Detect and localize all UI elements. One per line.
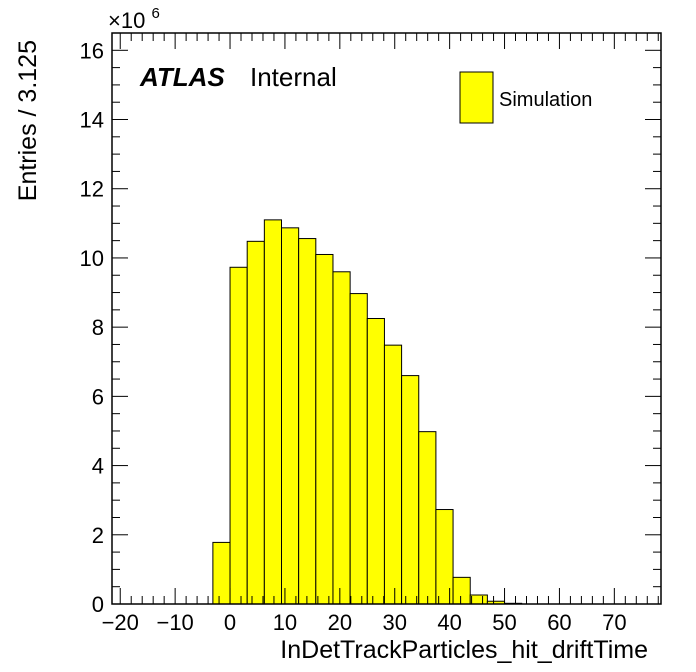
histogram-bin: [366, 318, 385, 605]
y-tick-label: 12: [80, 177, 104, 202]
x-axis-title: InDetTrackParticles_hit_driftTime: [280, 636, 648, 664]
histogram-bin: [212, 541, 231, 605]
histogram-bin: [401, 375, 420, 605]
atlas-status-label: Internal: [250, 62, 337, 92]
histogram-bin: [332, 271, 351, 605]
x-tick-label: 50: [492, 610, 516, 635]
histogram-bin: [469, 594, 488, 605]
histogram-bin: [315, 253, 334, 605]
y-tick-label: 0: [92, 592, 104, 617]
y-tick-label: 6: [92, 384, 104, 409]
histogram-bin: [452, 576, 471, 605]
histogram-bin: [229, 266, 248, 605]
y-tick-label: 10: [80, 246, 104, 271]
x-tick-label: 0: [224, 610, 236, 635]
x-tick-label: −10: [156, 610, 193, 635]
x-tick-label: 30: [382, 610, 406, 635]
histogram-bin: [298, 238, 317, 605]
histogram-bin: [418, 431, 437, 605]
x-tick-label: −20: [102, 610, 139, 635]
y-tick-label: 16: [80, 38, 104, 63]
histogram-bin: [349, 293, 368, 605]
histogram-bars: [212, 219, 523, 605]
x-tick-label: 60: [547, 610, 571, 635]
histogram-bin: [435, 509, 454, 605]
y-tick-label: 4: [92, 454, 104, 479]
histogram-bin: [383, 344, 403, 605]
atlas-label: ATLAS: [139, 62, 225, 92]
y-axis-title: Entries / 3.125: [14, 40, 42, 201]
y-tick-label: 8: [92, 315, 104, 340]
legend-swatch-simulation: [459, 71, 494, 124]
x-tick-label: 10: [273, 610, 297, 635]
y-multiplier-exponent: 6: [151, 5, 159, 22]
legend-label-simulation: Simulation: [499, 89, 592, 111]
y-multiplier: ×10 6: [108, 5, 160, 33]
axis-ticks: [112, 32, 661, 605]
x-tick-label: 20: [328, 610, 352, 635]
y-multiplier-base: ×10: [108, 8, 145, 33]
histogram-bin: [263, 219, 283, 605]
x-tick-label: 40: [437, 610, 461, 635]
x-tick-label: 70: [602, 610, 626, 635]
y-tick-labels: 0 2 4 6 8 10 12 14 16: [80, 38, 104, 617]
legend: Simulation: [459, 71, 592, 124]
plot-frame: [111, 32, 662, 605]
y-tick-label: 2: [92, 523, 104, 548]
histogram-bin: [281, 227, 300, 605]
x-tick-labels: −20 −10 0 10 20 30 40 50 60 70: [102, 610, 627, 635]
histogram-bin: [246, 240, 265, 605]
y-tick-label: 14: [80, 108, 104, 133]
